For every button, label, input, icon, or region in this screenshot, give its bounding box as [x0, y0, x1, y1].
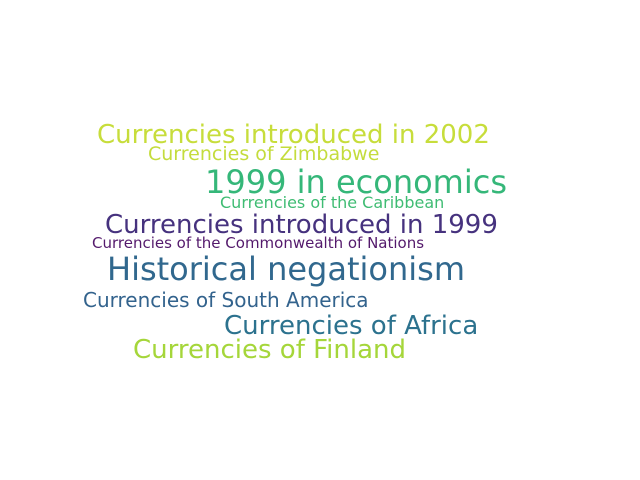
word-currencies-of-zimbabwe: Currencies of Zimbabwe — [148, 143, 380, 165]
word-currencies-of-the-caribbean: Currencies of the Caribbean — [220, 193, 445, 212]
word-currencies-of-africa: Currencies of Africa — [224, 311, 479, 341]
word-currencies-of-the-commonwealth-of-nations: Currencies of the Commonwealth of Nation… — [92, 234, 425, 252]
word-historical-negationism: Historical negationism — [107, 250, 465, 288]
word-currencies-of-finland: Currencies of Finland — [133, 335, 407, 365]
word-currencies-introduced-in-2002: Currencies introduced in 2002 — [97, 120, 490, 150]
word-1999-in-economics: 1999 in economics — [205, 163, 507, 201]
word-currencies-introduced-in-1999: Currencies introduced in 1999 — [105, 210, 498, 240]
word-currencies-of-south-america: Currencies of South America — [83, 288, 369, 312]
